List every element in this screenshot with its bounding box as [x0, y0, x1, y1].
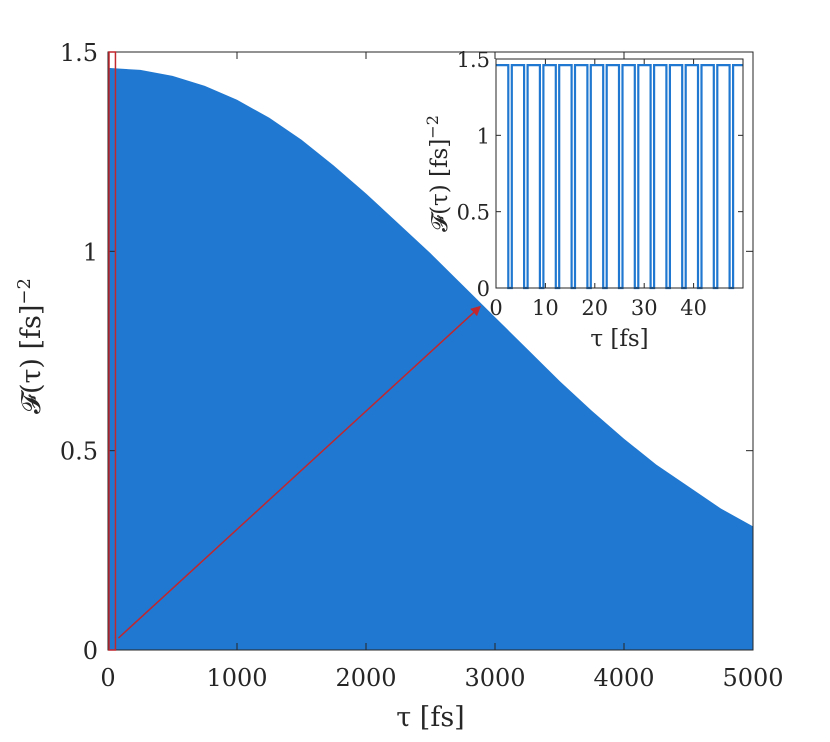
main-x-tick-label: 0: [100, 664, 115, 692]
main-y-axis-label-text: 𝓕(τ) [fs]: [16, 305, 47, 414]
highlight-box: [108, 51, 117, 651]
inset-y-axis-label-group: 𝓕(τ) [fs]−2: [423, 115, 453, 232]
inset-y-axis-label-text: 𝓕(τ) [fs]: [427, 139, 453, 232]
main-x-tick-label: 1000: [206, 664, 267, 692]
main-x-axis: 0 1000 2000 3000 4000 5000: [100, 52, 784, 692]
main-plot-frame: [107, 51, 754, 651]
main-x-tick-label: 2000: [335, 664, 396, 692]
main-y-tick-label: 1.5: [60, 39, 98, 67]
main-y-tick-label: 0: [83, 637, 98, 665]
inset-x-axis-label: τ [fs]: [590, 326, 648, 352]
inset-x-tick-label: 40: [680, 296, 707, 320]
inset-y-axis-label-exponent: −2: [423, 115, 442, 139]
main-y-axis-label-exponent: −2: [14, 278, 35, 305]
inset-x-axis: 0 10 20 30 40: [489, 59, 707, 320]
main-y-axis-label-group: 𝓕(τ) [fs]−2: [14, 278, 47, 414]
main-x-axis-label: τ [fs]: [396, 702, 464, 733]
inset-x-tick-label: 0: [489, 296, 502, 320]
main-x-tick-label: 5000: [722, 664, 783, 692]
inset-y-axis: 0 0.5 1 1.5: [457, 48, 743, 301]
main-x-tick-label: 3000: [464, 664, 525, 692]
inset-y-tick-label: 0: [477, 277, 490, 301]
inset-x-tick-label: 30: [631, 296, 658, 320]
inset-plot-frame: [495, 58, 744, 289]
inset-y-tick-label: 1.5: [457, 48, 490, 72]
inset-x-tick-label: 20: [581, 296, 608, 320]
main-y-tick-label: 0.5: [60, 438, 98, 466]
inset-chart: 0 10 20 30 40 0 0.5 1 1.5 τ [fs] 𝓕(τ) [fs]−2: [423, 48, 744, 352]
main-y-tick-label: 1: [83, 238, 98, 266]
main-x-tick-label: 4000: [593, 664, 654, 692]
main-y-axis: 0 0.5 1 1.5: [60, 39, 753, 665]
inset-y-tick-label: 1: [477, 124, 490, 148]
inset-y-tick-label: 0.5: [457, 201, 490, 225]
main-chart: 0 1000 2000 3000 4000 5000 00.511.5 τ [fs] 𝓕(…: [14, 39, 784, 733]
main-y-axis-label: 𝓕(τ) [fs]−2: [14, 278, 47, 414]
zoom-arrow: [117, 305, 481, 639]
inset-x-tick-label: 10: [532, 296, 559, 320]
main-area-fill: [108, 67, 753, 650]
inset-y-axis-label: 𝓕(τ) [fs]−2: [423, 115, 453, 232]
